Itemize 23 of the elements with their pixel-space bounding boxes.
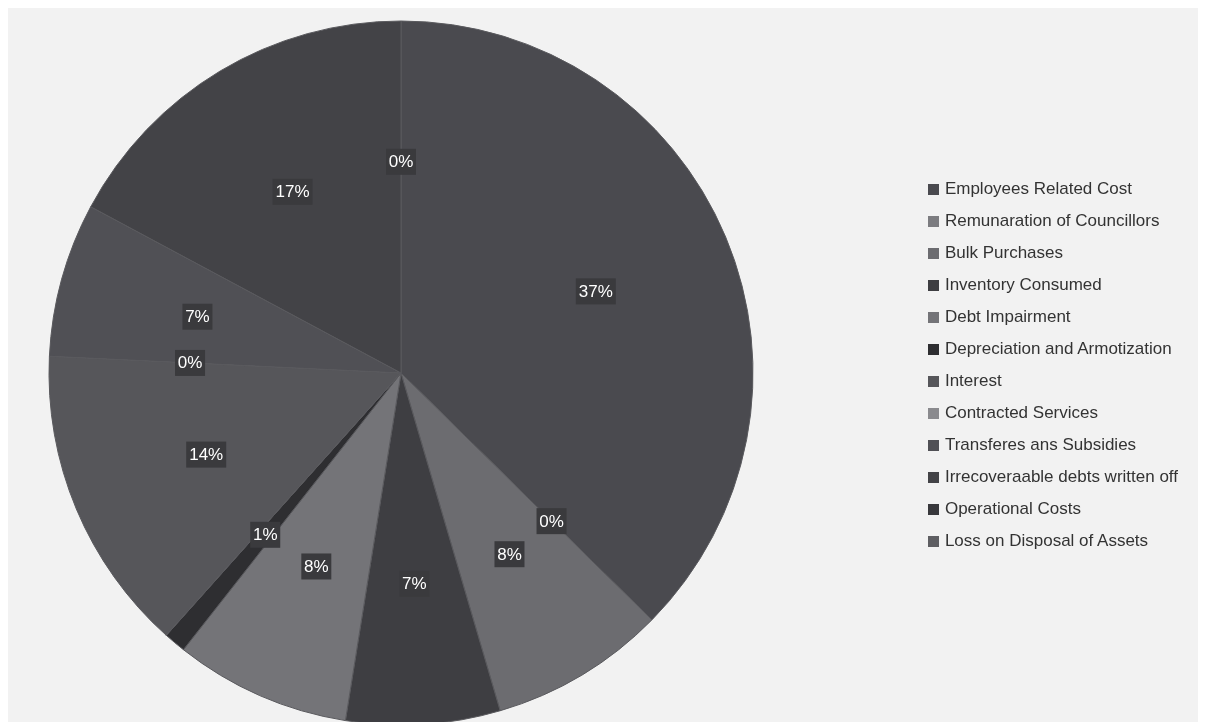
data-label: 1% — [252, 525, 278, 545]
legend-label: Employees Related Cost — [944, 179, 1132, 199]
legend-label: Remunaration of Councillors — [944, 211, 1160, 231]
legend-label: Operational Costs — [944, 499, 1081, 519]
legend-label: Inventory Consumed — [944, 275, 1102, 295]
data-label: 7% — [185, 307, 210, 327]
data-label: 37% — [578, 281, 613, 301]
legend-label: Contracted Services — [944, 403, 1098, 423]
text: 0% — [388, 152, 414, 172]
legend-label: Depreciation and Armotization — [944, 339, 1172, 359]
data-label: 14% — [189, 445, 224, 465]
data-label: 7% — [402, 574, 427, 594]
data-label: 17% — [275, 182, 310, 202]
text: 0% — [177, 353, 203, 373]
legend-label: Bulk Purchases — [944, 243, 1064, 263]
legend-label: Loss on Disposal of Assets — [944, 531, 1149, 551]
legend-label: Interest — [944, 371, 1002, 391]
data-label: 8% — [497, 544, 522, 564]
text: 0% — [539, 511, 564, 531]
legend-label: Debt Impairment — [944, 307, 1071, 327]
data-label: 8% — [304, 556, 329, 576]
legend-label: Irrecoveraable debts written off — [944, 467, 1178, 487]
legend-label: Transferes ans Subsidies — [944, 435, 1137, 455]
